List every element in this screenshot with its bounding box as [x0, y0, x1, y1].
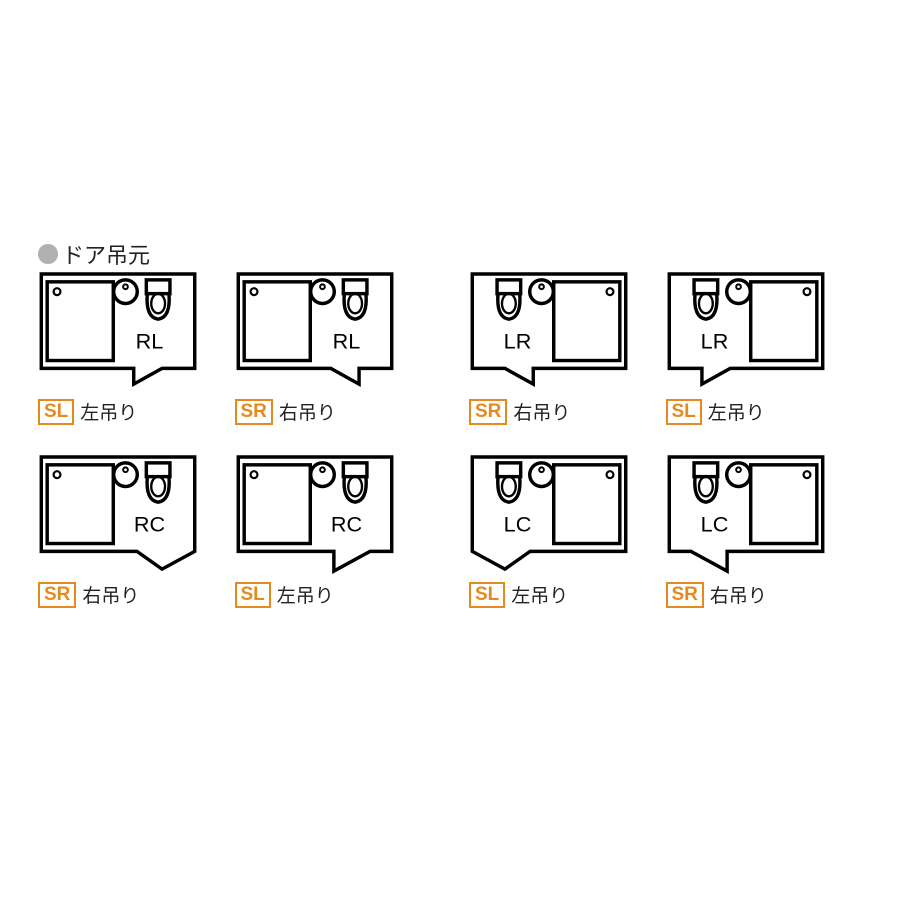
- plan-label: LC: [504, 512, 532, 537]
- floorplan-icon: RL: [38, 272, 198, 392]
- plan-cell: LC SR 右吊り: [666, 455, 851, 608]
- plan-caption: SL 左吊り: [235, 581, 420, 608]
- hinge-label: 左吊り: [708, 398, 765, 425]
- plan-label: RL: [136, 329, 164, 354]
- code-badge: SL: [666, 399, 702, 425]
- plan-cell: RC SL 左吊り: [235, 455, 420, 608]
- plan-label: RC: [330, 512, 361, 537]
- hinge-label: 右吊り: [513, 398, 570, 425]
- floorplan-icon: LC: [666, 455, 826, 575]
- plan-cell: RL SL 左吊り: [38, 272, 223, 425]
- code-badge: SL: [38, 399, 74, 425]
- plan-label: LC: [700, 512, 728, 537]
- hinge-label: 左吊り: [277, 581, 334, 608]
- floorplan-icon: RC: [38, 455, 198, 575]
- plan-label: LR: [504, 329, 532, 354]
- bullet-icon: [38, 244, 58, 264]
- title-text: ドア吊元: [62, 238, 150, 270]
- plan-row-2: RC SR 右吊り RC SL 左吊り: [38, 455, 862, 608]
- code-badge: SR: [38, 582, 76, 608]
- hinge-label: 左吊り: [80, 398, 137, 425]
- code-badge: SL: [469, 582, 505, 608]
- plan-cell: LC SL 左吊り: [469, 455, 654, 608]
- plan-label: RL: [332, 329, 360, 354]
- hinge-label: 右吊り: [710, 581, 767, 608]
- plan-caption: SL 左吊り: [469, 581, 654, 608]
- section-title: ドア吊元: [38, 238, 150, 270]
- plan-caption: SL 左吊り: [38, 398, 223, 425]
- plan-label: LR: [700, 329, 728, 354]
- code-badge: SR: [666, 582, 704, 608]
- code-badge: SR: [235, 399, 273, 425]
- plan-cell: LR SR 右吊り: [469, 272, 654, 425]
- floorplan-icon: RL: [235, 272, 395, 392]
- code-badge: SL: [235, 582, 271, 608]
- plan-caption: SR 右吊り: [235, 398, 420, 425]
- plan-caption: SR 右吊り: [666, 581, 851, 608]
- floorplan-icon: RC: [235, 455, 395, 575]
- plan-row-1: RL SL 左吊り RL SR 右吊り: [38, 272, 862, 425]
- floorplan-icon: LR: [469, 272, 629, 392]
- plan-caption: SL 左吊り: [666, 398, 851, 425]
- plan-cell: RL SR 右吊り: [235, 272, 420, 425]
- hinge-label: 右吊り: [82, 581, 139, 608]
- floorplan-icon: LC: [469, 455, 629, 575]
- hinge-label: 左吊り: [511, 581, 568, 608]
- code-badge: SR: [469, 399, 507, 425]
- plan-cell: LR SL 左吊り: [666, 272, 851, 425]
- plan-cell: RC SR 右吊り: [38, 455, 223, 608]
- plan-caption: SR 右吊り: [469, 398, 654, 425]
- plan-label: RC: [134, 512, 165, 537]
- plan-caption: SR 右吊り: [38, 581, 223, 608]
- hinge-label: 右吊り: [279, 398, 336, 425]
- floorplan-icon: LR: [666, 272, 826, 392]
- plan-grid: RL SL 左吊り RL SR 右吊り: [38, 272, 862, 608]
